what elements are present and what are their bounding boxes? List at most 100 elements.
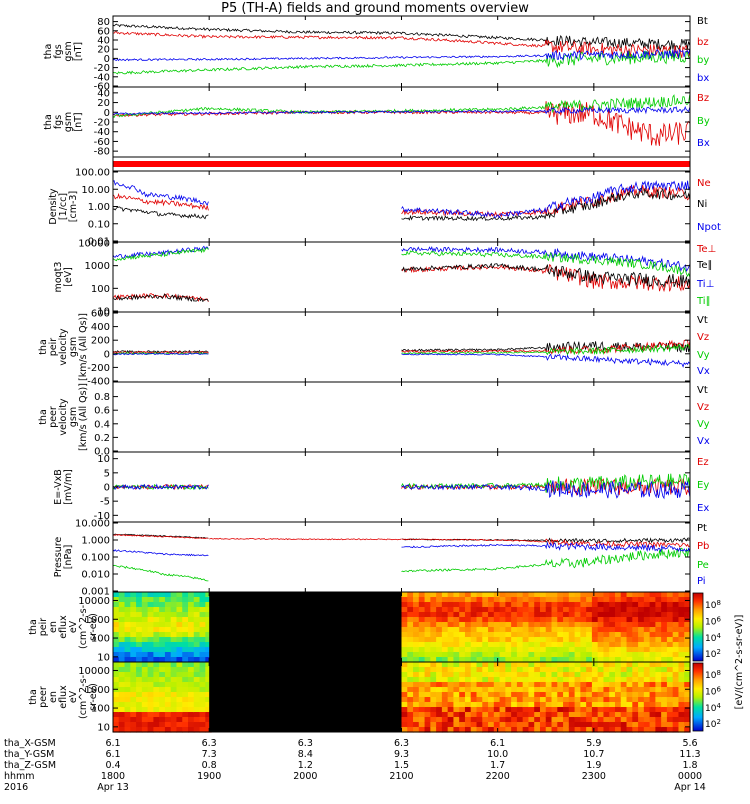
spectrogram-cell bbox=[603, 597, 610, 603]
spectrogram-cell bbox=[620, 617, 628, 623]
spectrogram-cell bbox=[672, 652, 680, 658]
spectrogram-cell bbox=[626, 697, 633, 703]
spectrogram-cell bbox=[488, 597, 495, 603]
spectrogram-cell bbox=[164, 602, 172, 608]
spectrogram-cell bbox=[643, 592, 651, 598]
spectrogram-cell bbox=[678, 697, 685, 703]
spectrogram-cell bbox=[528, 667, 535, 673]
y-tick-label: 100 bbox=[91, 634, 110, 645]
spectrogram-cell bbox=[118, 727, 126, 733]
spectrogram-cell bbox=[176, 682, 183, 688]
spectrogram-cell bbox=[436, 687, 443, 693]
series-line-npot bbox=[112, 179, 209, 206]
spectrogram-cell bbox=[453, 667, 460, 673]
spectrogram-cell bbox=[436, 672, 443, 678]
spectrogram-cell bbox=[164, 652, 172, 658]
spectrogram-cell bbox=[153, 667, 160, 673]
spectrogram-cell bbox=[113, 697, 120, 703]
spectrogram-cell bbox=[113, 637, 120, 643]
spectrogram-cell bbox=[678, 652, 685, 658]
spectrogram-cell bbox=[141, 682, 149, 688]
spectrogram-cell bbox=[678, 637, 685, 643]
time-tick-label: 2200 bbox=[486, 771, 510, 782]
spectrogram-cell bbox=[136, 657, 143, 663]
y-axis-label: [nT] bbox=[73, 112, 84, 131]
spectrogram-cell bbox=[476, 682, 483, 688]
spectrogram-cell bbox=[499, 597, 506, 603]
spectrogram-cell bbox=[557, 677, 564, 683]
spectrogram-cell bbox=[464, 707, 472, 713]
legend-label: Npot bbox=[697, 222, 721, 233]
spectrogram-cell bbox=[488, 692, 495, 698]
spectrogram-cell bbox=[522, 692, 530, 698]
spectrogram-cell bbox=[620, 657, 628, 663]
spectrogram-cell bbox=[557, 632, 564, 638]
spectrogram-cell bbox=[413, 707, 420, 713]
spectrogram-cell bbox=[418, 707, 426, 713]
spectrogram-cell bbox=[141, 707, 149, 713]
spectrogram-cell bbox=[620, 607, 628, 613]
y-tick-label: 40 bbox=[97, 36, 110, 47]
spectrogram-cell bbox=[464, 712, 472, 718]
spectrogram-cell bbox=[528, 622, 535, 628]
spectrogram-cell bbox=[430, 717, 437, 723]
spectrogram-cell bbox=[482, 642, 489, 648]
spectrogram-cell bbox=[545, 682, 553, 688]
spectrogram-cell bbox=[447, 707, 455, 713]
spectrogram-cell bbox=[614, 692, 622, 698]
spectrogram-cell bbox=[649, 657, 656, 663]
spectrogram-cell bbox=[459, 647, 466, 653]
spectrogram-cell bbox=[124, 712, 131, 718]
series-line-vx bbox=[112, 352, 209, 356]
spectrogram-cell bbox=[632, 607, 639, 613]
spectrogram-cell bbox=[176, 662, 183, 668]
panel-frame bbox=[112, 86, 691, 158]
spectrogram-cell bbox=[459, 727, 466, 733]
spectrogram-cell bbox=[430, 662, 437, 668]
spectrogram-cell bbox=[666, 707, 674, 713]
spectrogram-cell bbox=[574, 592, 581, 598]
plot-title: P5 (TH-A) fields and ground moments over… bbox=[221, 1, 529, 16]
spectrogram-cell bbox=[666, 627, 674, 633]
spectrogram-cell bbox=[418, 602, 426, 608]
spectrogram-cell bbox=[499, 602, 506, 608]
spectrogram-cell bbox=[522, 592, 530, 598]
spectrogram-cell bbox=[678, 662, 685, 668]
spectrogram-cell bbox=[488, 717, 495, 723]
spectrogram-cell bbox=[557, 642, 564, 648]
spectrogram-cell bbox=[430, 687, 437, 693]
spectrogram-cell bbox=[545, 592, 553, 598]
spectrogram-cell bbox=[620, 602, 628, 608]
spectrogram-cell bbox=[464, 672, 472, 678]
spectrogram-cell bbox=[436, 637, 443, 643]
spectrogram-cell bbox=[147, 592, 154, 598]
spectrogram-cell bbox=[511, 657, 518, 663]
spectrogram-cell bbox=[534, 597, 541, 603]
spectrogram-cell bbox=[464, 662, 472, 668]
spectrogram-cell bbox=[557, 607, 564, 613]
spectrogram-cell bbox=[453, 702, 460, 708]
spectrogram-cell bbox=[459, 672, 466, 678]
spectrogram-cell bbox=[678, 667, 685, 673]
spectrogram-cell bbox=[643, 712, 651, 718]
spectrogram-cell bbox=[574, 637, 581, 643]
spectrogram-cell bbox=[464, 677, 472, 683]
spectrogram-cell bbox=[464, 667, 472, 673]
spectrogram-cell bbox=[609, 607, 616, 613]
spectrogram-cell bbox=[407, 712, 414, 718]
spectrogram-cell bbox=[193, 617, 201, 623]
spectrogram-cell bbox=[441, 727, 449, 733]
spectrogram-cell bbox=[413, 692, 420, 698]
spectrogram-cell bbox=[147, 727, 154, 733]
spectrogram-cell bbox=[672, 682, 680, 688]
spectrogram-cell bbox=[418, 702, 426, 708]
spectrogram-cell bbox=[401, 622, 408, 628]
spectrogram-cell bbox=[118, 637, 126, 643]
spectrogram-cell bbox=[193, 637, 201, 643]
spectrogram-cell bbox=[597, 677, 605, 683]
spectrogram-cell bbox=[632, 612, 639, 618]
spectrogram-cell bbox=[141, 652, 149, 658]
spectrogram-cell bbox=[528, 707, 535, 713]
y-tick-label: 0.8 bbox=[94, 392, 110, 403]
spectrogram-cell bbox=[453, 727, 460, 733]
